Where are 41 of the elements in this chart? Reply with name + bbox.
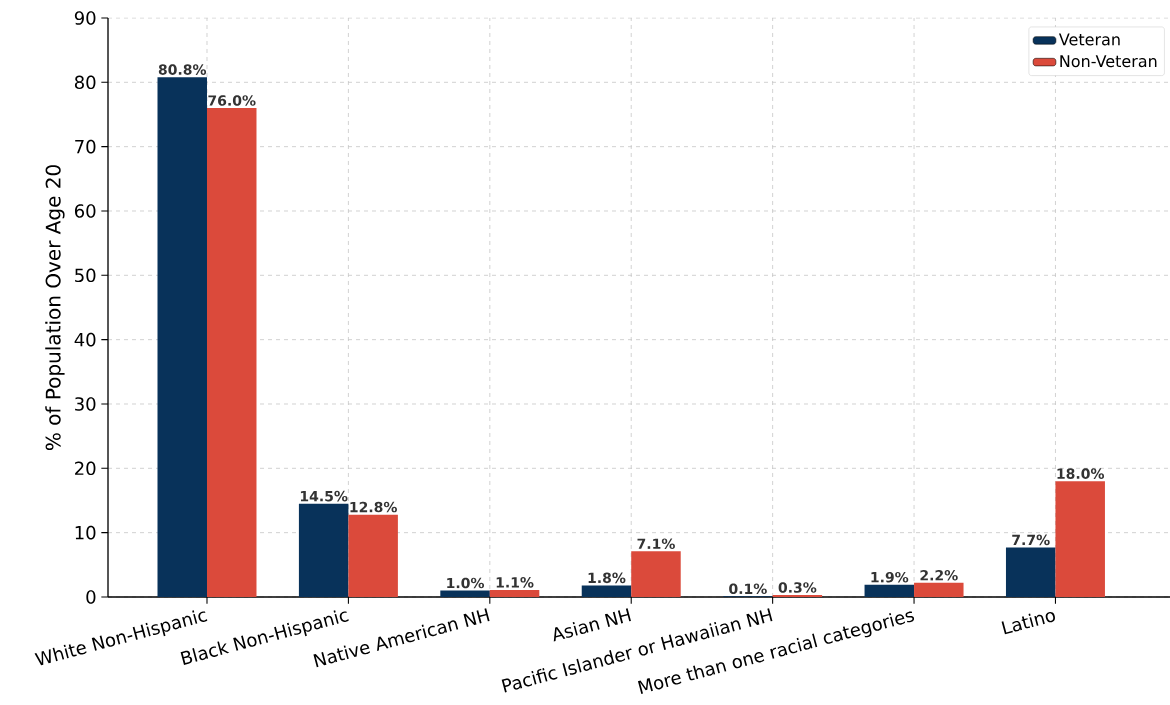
bar	[489, 589, 540, 597]
legend-label: Non-Veteran	[1060, 55, 1157, 68]
bar	[581, 585, 632, 597]
y-tick-label: 0	[86, 590, 96, 604]
y-tick-label: 70	[75, 139, 96, 154]
y-tick-label: 50	[75, 268, 96, 283]
data-label: 0.1%	[729, 583, 767, 595]
y-tick-label: 40	[74, 332, 96, 347]
data-label: 12.8%	[350, 501, 397, 513]
data-label: 2.2%	[920, 569, 958, 581]
data-label: 7.1%	[637, 538, 675, 550]
data-label: 1.0%	[447, 577, 485, 589]
y-tick-label: 30	[75, 397, 96, 411]
bar	[298, 503, 349, 597]
y-tick-label: 60	[74, 204, 96, 218]
bar	[440, 590, 490, 597]
bar	[1055, 481, 1105, 597]
bar	[206, 108, 257, 597]
data-label: 0.3%	[778, 582, 817, 593]
bar	[631, 551, 681, 597]
data-label: 1.9%	[871, 571, 909, 583]
data-label: 18.0%	[1057, 468, 1105, 479]
y-tick-label: 90	[74, 11, 96, 25]
y-axis-title: % of Population Over Age 20	[45, 165, 65, 451]
y-tick-label: 10	[75, 525, 96, 540]
data-label: 1.8%	[588, 572, 626, 584]
bar	[914, 582, 964, 597]
data-label: 7.7%	[1012, 534, 1050, 546]
x-tick-label: Latino	[1001, 611, 1055, 635]
data-label: 14.5%	[300, 490, 348, 502]
data-label: 1.1%	[496, 577, 534, 588]
data-label: 80.8%	[158, 64, 207, 75]
y-tick-label: 80	[74, 75, 96, 90]
bar	[157, 77, 207, 597]
bar	[1005, 547, 1056, 597]
bar	[864, 584, 915, 597]
legend-label: Veteran	[1058, 33, 1120, 46]
x-tick-label: Asian NH	[553, 608, 631, 642]
y-tick-label: 20	[75, 461, 96, 476]
data-label: 76.0%	[208, 95, 256, 106]
bar	[348, 514, 398, 597]
